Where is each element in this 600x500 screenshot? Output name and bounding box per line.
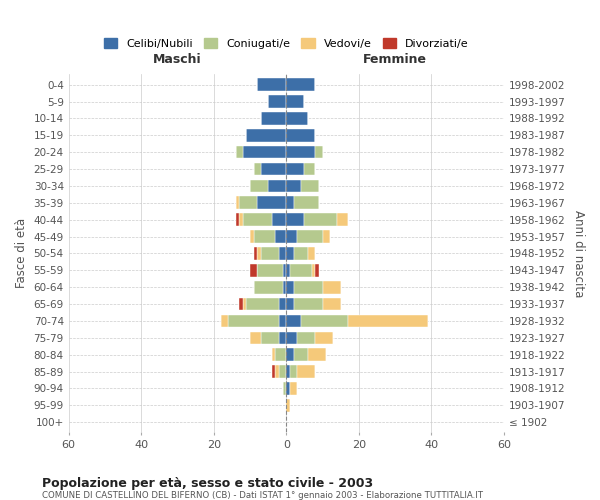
Bar xyxy=(286,196,293,209)
Bar xyxy=(261,162,286,175)
Bar xyxy=(272,214,286,226)
Bar xyxy=(286,247,293,260)
Bar xyxy=(239,298,243,310)
Bar xyxy=(286,146,316,158)
Bar xyxy=(272,366,275,378)
Bar xyxy=(247,298,279,310)
Bar xyxy=(286,180,301,192)
Bar xyxy=(293,298,323,310)
Bar xyxy=(261,247,279,260)
Bar xyxy=(236,146,243,158)
Bar xyxy=(268,95,286,108)
Bar xyxy=(286,129,316,141)
Y-axis label: Anni di nascita: Anni di nascita xyxy=(572,210,585,297)
Bar xyxy=(247,129,286,141)
Bar xyxy=(316,264,319,276)
Text: Maschi: Maschi xyxy=(153,53,202,66)
Bar xyxy=(250,180,268,192)
Y-axis label: Fasce di età: Fasce di età xyxy=(15,218,28,288)
Bar xyxy=(301,180,319,192)
Bar xyxy=(286,95,304,108)
Bar xyxy=(254,230,275,243)
Bar xyxy=(236,196,239,209)
Bar xyxy=(279,332,286,344)
Bar xyxy=(239,214,243,226)
Bar xyxy=(254,162,261,175)
Bar xyxy=(308,348,326,361)
Bar xyxy=(283,382,286,395)
Bar xyxy=(323,230,330,243)
Bar xyxy=(337,214,348,226)
Bar xyxy=(279,366,286,378)
Bar xyxy=(254,247,257,260)
Bar xyxy=(297,366,316,378)
Bar xyxy=(261,332,279,344)
Bar xyxy=(286,348,293,361)
Bar xyxy=(261,112,286,124)
Bar xyxy=(290,366,297,378)
Bar xyxy=(323,281,341,293)
Bar xyxy=(286,366,290,378)
Bar xyxy=(283,264,286,276)
Bar xyxy=(254,281,283,293)
Bar xyxy=(316,146,323,158)
Bar xyxy=(275,366,279,378)
Bar xyxy=(257,78,286,91)
Legend: Celibi/Nubili, Coniugati/e, Vedovi/e, Divorziati/e: Celibi/Nubili, Coniugati/e, Vedovi/e, Di… xyxy=(100,34,473,53)
Bar xyxy=(257,264,283,276)
Bar xyxy=(286,162,304,175)
Bar xyxy=(228,314,279,328)
Bar xyxy=(286,214,304,226)
Bar xyxy=(275,348,286,361)
Bar xyxy=(243,214,272,226)
Bar xyxy=(286,78,316,91)
Bar xyxy=(293,348,308,361)
Bar xyxy=(286,230,297,243)
Bar xyxy=(293,247,308,260)
Bar xyxy=(286,314,301,328)
Bar xyxy=(290,264,311,276)
Bar xyxy=(304,214,337,226)
Bar xyxy=(286,332,297,344)
Bar xyxy=(286,298,293,310)
Bar xyxy=(257,196,286,209)
Bar xyxy=(286,264,290,276)
Text: Popolazione per età, sesso e stato civile - 2003: Popolazione per età, sesso e stato civil… xyxy=(42,478,373,490)
Bar xyxy=(308,247,316,260)
Bar xyxy=(316,332,334,344)
Bar xyxy=(221,314,228,328)
Bar xyxy=(272,348,275,361)
Bar xyxy=(250,264,257,276)
Text: Femmine: Femmine xyxy=(363,53,427,66)
Bar xyxy=(311,264,316,276)
Bar xyxy=(236,214,239,226)
Bar xyxy=(348,314,428,328)
Bar xyxy=(293,196,319,209)
Bar xyxy=(286,112,308,124)
Bar xyxy=(279,314,286,328)
Bar xyxy=(290,382,297,395)
Text: COMUNE DI CASTELLINO DEL BIFERNO (CB) - Dati ISTAT 1° gennaio 2003 - Elaborazion: COMUNE DI CASTELLINO DEL BIFERNO (CB) - … xyxy=(42,491,483,500)
Bar xyxy=(239,196,257,209)
Bar xyxy=(304,162,316,175)
Bar xyxy=(275,230,286,243)
Bar xyxy=(243,298,247,310)
Bar xyxy=(257,247,261,260)
Bar xyxy=(268,180,286,192)
Bar xyxy=(279,247,286,260)
Bar xyxy=(297,332,316,344)
Bar xyxy=(286,382,290,395)
Bar xyxy=(279,298,286,310)
Bar xyxy=(286,399,290,411)
Bar xyxy=(297,230,323,243)
Bar xyxy=(301,314,348,328)
Bar xyxy=(323,298,341,310)
Bar xyxy=(283,281,286,293)
Bar xyxy=(293,281,323,293)
Bar xyxy=(250,230,254,243)
Bar xyxy=(286,281,293,293)
Bar xyxy=(250,332,261,344)
Bar xyxy=(243,146,286,158)
